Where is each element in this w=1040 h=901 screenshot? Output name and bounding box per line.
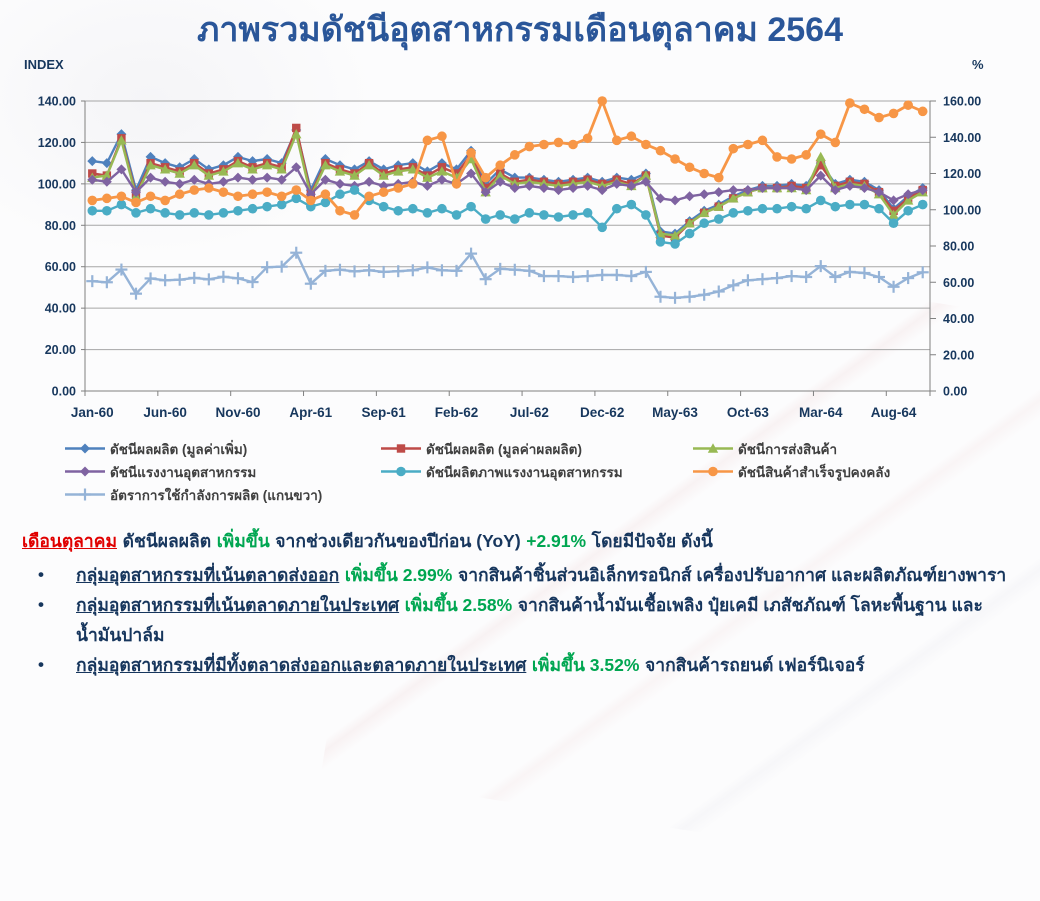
bullet-head: กลุ่มอุตสาหกรรมที่เน้นตลาดส่งออก <box>76 565 340 585</box>
lead-text-1: ดัชนีผลผลิต <box>122 531 212 551</box>
industry-index-line-chart: 140.00 120.00 100.00 80.00 60.00 40.00 20.00 0.… <box>38 95 982 421</box>
bullet-mixed-group: กลุ่มอุตสาหกรรมที่มีทั้งตลาดส่งออกและตลา… <box>34 650 1024 680</box>
x-axis-label: Apr-61 <box>289 405 332 420</box>
left-axis-tick: 80.00 <box>45 219 76 233</box>
right-axis-tick: 60.00 <box>943 276 974 290</box>
legend-marker-square-icon <box>381 444 421 453</box>
bullet-domestic-group: กลุ่มอุตสาหกรรมที่เน้นตลาดภายในประเทศเพิ… <box>34 590 1024 650</box>
series-6 <box>86 246 929 304</box>
series-3 <box>87 162 928 206</box>
lead-text-2: จากช่วงเดียวกันของปีก่อน (YoY) <box>275 531 521 551</box>
x-axis-label: Jan-60 <box>71 405 114 420</box>
x-axis-label: Oct-63 <box>727 405 770 420</box>
legend-item-6: อัตราการใช้กำลังการผลิต (แกนขวา) <box>64 484 380 506</box>
legend-marker-diamond-icon <box>65 443 105 454</box>
x-axis-label: Nov-60 <box>215 405 260 420</box>
gridlines: 140.00 120.00 100.00 80.00 60.00 40.00 20.00 0.… <box>38 95 931 399</box>
right-axis-ticks: 160.00 140.00 120.00 100.00 80.00 60.00 40.00 2… <box>930 95 981 399</box>
legend-marker-triangle-icon <box>693 443 733 453</box>
legend-label: ดัชนีผลิตภาพแรงงานอุตสาหกรรม <box>426 464 623 480</box>
left-axis-title: INDEX <box>24 57 64 72</box>
legend-item-4: ดัชนีผลิตภาพแรงงานอุตสาหกรรม <box>380 461 692 483</box>
right-axis-tick: 40.00 <box>943 312 974 326</box>
x-axis-label: Feb-62 <box>435 405 479 420</box>
lead-up-word: เพิ่มขึ้น <box>216 531 270 551</box>
bullet-change: เพิ่มขึ้น 2.58% <box>404 595 513 615</box>
x-axis-label: Sep-61 <box>362 405 407 420</box>
x-axis-label: Mar-64 <box>799 405 843 420</box>
right-axis-tick: 120.00 <box>943 167 981 181</box>
right-axis-tick: 140.00 <box>943 131 981 145</box>
left-axis-tick: 20.00 <box>45 343 76 357</box>
legend-marker-circle-icon <box>381 466 421 477</box>
legend-item-3: ดัชนีแรงงานอุตสาหกรรม <box>64 461 380 483</box>
x-axis: Jan-60 Jun-60 Nov-60 Apr-61 Sep-61 Feb-62 Jul-… <box>71 391 931 420</box>
lead-yoy-percent: +2.91% <box>526 531 587 551</box>
right-axis-tick: 0.00 <box>943 385 967 399</box>
series-4 <box>87 185 928 249</box>
right-axis-tick: 160.00 <box>943 95 981 109</box>
bullet-change: เพิ่มขึ้น 3.52% <box>531 655 640 675</box>
legend-marker-diamond-icon <box>65 466 105 477</box>
legend-item-2: ดัชนีการส่งสินค้า <box>692 438 1004 460</box>
right-axis-title: % <box>972 57 984 72</box>
legend-item-1: ดัชนีผลผลิต (มูลค่าผลผลิต) <box>380 438 692 460</box>
right-axis-tick: 80.00 <box>943 240 974 254</box>
lead-text-3: โดยมีปัจจัย ดังนี้ <box>591 531 713 551</box>
commentary-bullets: กลุ่มอุตสาหกรรมที่เน้นตลาดส่งออกเพิ่มขึ้… <box>20 560 1024 680</box>
bullet-head: กลุ่มอุตสาหกรรมที่เน้นตลาดภายในประเทศ <box>76 595 400 615</box>
left-axis-tick: 140.00 <box>38 95 76 109</box>
left-axis-tick: 0.00 <box>52 385 76 399</box>
x-axis-label: Jul-62 <box>510 405 549 420</box>
bullet-head: กลุ่มอุตสาหกรรมที่มีทั้งตลาดส่งออกและตลา… <box>76 655 527 675</box>
bullet-export-group: กลุ่มอุตสาหกรรมที่เน้นตลาดส่งออกเพิ่มขึ้… <box>34 560 1024 590</box>
left-axis-tick: 40.00 <box>45 302 76 316</box>
chart-legend: ดัชนีผลผลิต (มูลค่าเพิ่ม) ดัชนีผลผลิต (มู… <box>64 437 1004 506</box>
legend-marker-circle-icon <box>693 466 733 477</box>
left-axis-tick: 120.00 <box>38 136 76 150</box>
bullet-tail: จากสินค้าชิ้นส่วนอิเล็กทรอนิกส์ เครื่องป… <box>457 565 1007 585</box>
legend-marker-plus-icon <box>65 488 105 501</box>
bullet-tail: จากสินค้ารถยนต์ เฟอร์นิเจอร์ <box>644 655 865 675</box>
bullet-tail: จากสินค้าน้ำมันเชื้อเพลิง ปุ๋ยเคมี เภสัช… <box>76 595 983 645</box>
legend-label: ดัชนีผลผลิต (มูลค่าผลผลิต) <box>426 441 582 457</box>
commentary-block: เดือนตุลาคม ดัชนีผลผลิต เพิ่มขึ้น จากช่วงเด… <box>20 528 1024 680</box>
left-axis-tick: 60.00 <box>45 260 76 274</box>
legend-label: ดัชนีผลผลิต (มูลค่าเพิ่ม) <box>110 441 248 457</box>
legend-label: ดัชนีการส่งสินค้า <box>738 441 838 457</box>
legend-label: อัตราการใช้กำลังการผลิต (แกนขวา) <box>110 487 323 503</box>
lead-month: เดือนตุลาคม <box>22 531 117 551</box>
commentary-lead: เดือนตุลาคม ดัชนีผลผลิต เพิ่มขึ้น จากช่วงเด… <box>22 528 1024 554</box>
series-5 <box>87 96 928 220</box>
page-title: ภาพรวมดัชนีอุตสาหกรรมเดือนตุลาคม 2564 <box>197 11 843 49</box>
x-axis-label: May-63 <box>652 405 698 420</box>
legend-label: ดัชนีแรงงานอุตสาหกรรม <box>110 464 257 480</box>
bullet-change: เพิ่มขึ้น 2.99% <box>344 565 453 585</box>
right-axis-tick: 20.00 <box>943 348 974 362</box>
legend-item-5: ดัชนีสินค้าสำเร็จรูปคงคลัง <box>692 461 1004 483</box>
x-axis-label: Jun-60 <box>143 405 187 420</box>
x-axis-label: Dec-62 <box>580 405 624 420</box>
legend-item-0: ดัชนีผลผลิต (มูลค่าเพิ่ม) <box>64 438 380 460</box>
x-axis-label: Aug-64 <box>871 405 917 420</box>
legend-label: ดัชนีสินค้าสำเร็จรูปคงคลัง <box>738 464 891 480</box>
left-axis-tick: 100.00 <box>38 177 76 191</box>
right-axis-tick: 100.00 <box>943 203 981 217</box>
